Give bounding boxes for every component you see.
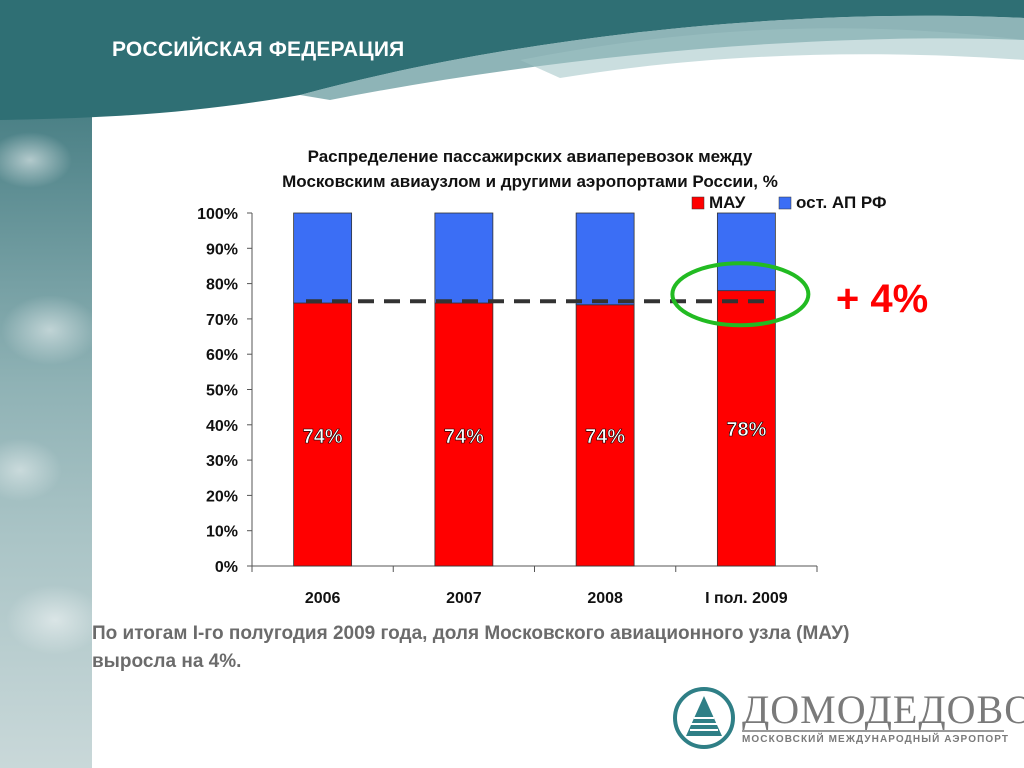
- sidebar-cloud-background: [0, 0, 92, 768]
- legend-label-other: ост. АП РФ: [796, 193, 887, 212]
- y-tick-label: 10%: [206, 524, 238, 541]
- y-tick-label: 40%: [206, 418, 238, 435]
- legend-label-mau: МАУ: [709, 193, 746, 212]
- legend-swatch-mau: [691, 196, 705, 210]
- bar-data-label: 74%: [303, 426, 343, 448]
- caption-line-2: выросла на 4%.: [92, 651, 242, 672]
- y-tick-label: 20%: [206, 488, 238, 505]
- logo: ДОМОДЕДОВО МОСКОВСКИЙ МЕЖДУНАРОДНЫЙ АЭРО…: [658, 668, 1024, 768]
- bar-data-label: 74%: [585, 426, 625, 448]
- y-tick-label: 90%: [206, 241, 238, 258]
- domodedovo-emblem-icon: [673, 687, 735, 749]
- y-tick-label: 70%: [206, 312, 238, 329]
- bar-data-label: 74%: [444, 426, 484, 448]
- x-tick-label: I пол. 2009: [705, 590, 788, 607]
- logo-wordmark: ДОМОДЕДОВО: [742, 687, 1024, 732]
- y-tick-label: 80%: [206, 277, 238, 294]
- growth-annotation: + 4%: [836, 277, 928, 321]
- y-tick-label: 30%: [206, 453, 238, 470]
- bar-mau: [716, 290, 776, 567]
- y-tick-label: 0%: [215, 559, 238, 576]
- bar-mau: [434, 302, 494, 567]
- bar-other: [575, 212, 635, 306]
- x-tick-label: 2008: [587, 590, 623, 607]
- logo-subtitle: МОСКОВСКИЙ МЕЖДУНАРОДНЫЙ АЭРОПОРТ: [742, 734, 1010, 745]
- x-tick-label: 2007: [446, 590, 482, 607]
- bar-data-label: 78%: [726, 419, 766, 441]
- caption-line-1: По итогам I-го полугодия 2009 года, доля…: [92, 623, 850, 644]
- y-tick-label: 60%: [206, 347, 238, 364]
- y-tick-label: 50%: [206, 383, 238, 400]
- x-tick-label: 2006: [305, 590, 341, 607]
- chart: Распределение пассажирских авиаперевозок…: [197, 147, 928, 607]
- legend-swatch-other: [778, 196, 792, 210]
- bar-other: [293, 212, 353, 304]
- chart-title-line-1: Распределение пассажирских авиаперевозок…: [308, 147, 753, 166]
- logo-divider: [742, 730, 1004, 732]
- highlight-ellipse: [670, 261, 811, 328]
- chart-title-line-2: Московским авиаузлом и другими аэропорта…: [282, 172, 778, 191]
- y-tick-label: 100%: [197, 206, 238, 223]
- page-title: РОССИЙСКАЯ ФЕДЕРАЦИЯ: [112, 38, 405, 61]
- header-band: [0, 0, 1024, 120]
- bar-mau: [575, 304, 635, 567]
- caption: По итогам I-го полугодия 2009 года, доля…: [92, 620, 1012, 676]
- bar-other: [716, 212, 776, 292]
- bar-other: [434, 212, 494, 304]
